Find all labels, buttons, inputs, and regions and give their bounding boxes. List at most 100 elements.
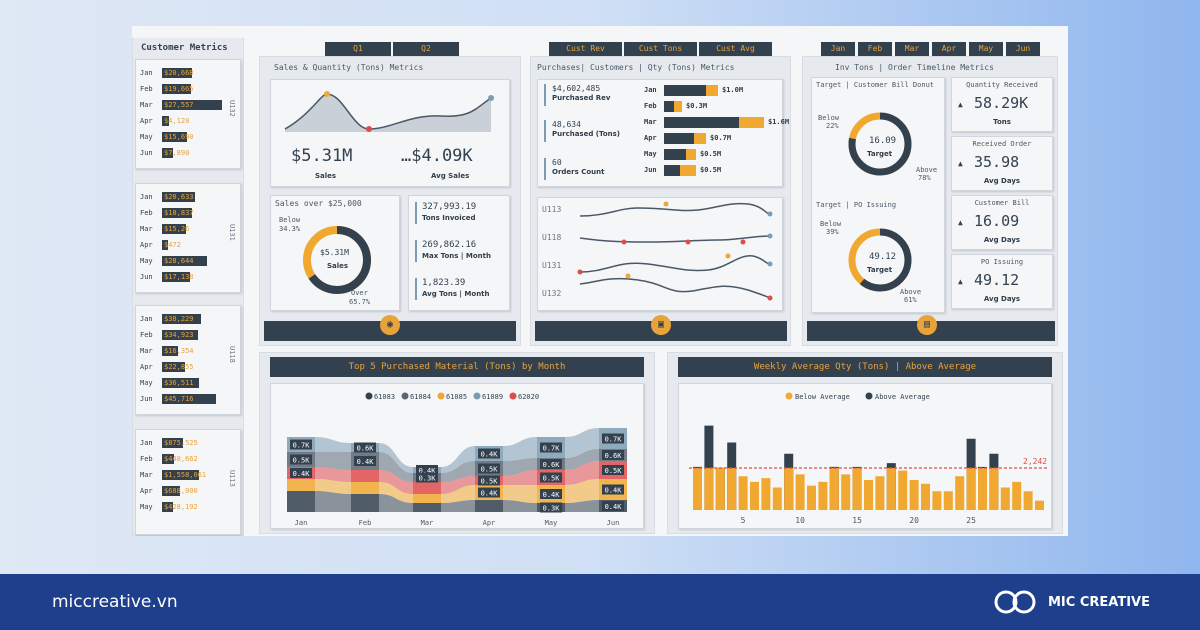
series-label-u113: U113	[542, 205, 561, 214]
weekly-bar-base	[727, 467, 737, 510]
tons-invoiced-value: 327,993.19	[422, 202, 477, 212]
stack-segment-61085	[413, 494, 441, 503]
sales-total-value: $5.31M	[291, 146, 353, 166]
data-label: 0.4K	[543, 491, 561, 499]
customer-month-label: Mar	[140, 225, 153, 233]
purchase-bar-month: Jun	[644, 166, 657, 174]
tab-jan[interactable]: Jan	[821, 42, 855, 56]
sales-donut-over-arc	[303, 226, 371, 294]
basket-icon[interactable]: ▣	[651, 315, 671, 335]
inventory-kpi-card: Customer Bill ▲ 16.09 Avg Days	[951, 195, 1053, 250]
data-label-bg	[478, 463, 500, 474]
customer-month-label: Feb	[140, 209, 153, 217]
stack-segment-61083	[287, 491, 315, 512]
customer-month-row: Jun $17,138	[140, 272, 230, 283]
po-donut-above-arc	[848, 228, 912, 292]
u118-last	[767, 233, 773, 239]
sales-trend-card: $5.31M Sales …$4.09K Avg Sales	[270, 79, 510, 187]
footer-brand: MIC CREATIVE	[1048, 595, 1150, 610]
tab-may[interactable]: May	[969, 42, 1003, 56]
ribbon-62020	[379, 470, 413, 494]
weekly-bar	[943, 491, 953, 510]
customer-month-bar: $15,690	[162, 132, 194, 142]
customer-month-bar: $20,668	[162, 68, 194, 78]
customer-month-label: Jan	[140, 69, 153, 77]
sales-over-pct: 65.7%	[349, 298, 371, 306]
weekly-bar	[1035, 500, 1044, 510]
month-tick-label: Jan	[295, 519, 308, 527]
customer-month-label: Feb	[140, 455, 153, 463]
customer-month-row: Apr $22,855	[140, 362, 230, 373]
purchase-bar-value: $1.0M	[722, 86, 744, 94]
inventory-kpi-card: Quantity Received ▲ 58.29K Tons	[951, 77, 1053, 132]
data-label-bg	[290, 454, 312, 465]
purchases-card: $4,602,485 Purchased Rev 48,634 Purchase…	[537, 79, 789, 187]
customer-month-row: Apr $472	[140, 240, 230, 251]
purchase-bar-month: Feb	[644, 102, 657, 110]
customer-month-row: Apr $4,120	[140, 116, 230, 127]
purchase-bar-value: $0.5M	[700, 166, 722, 174]
purchase-bar-month: Apr	[644, 134, 657, 142]
data-label-bg	[416, 465, 438, 475]
tab-mar[interactable]: Mar	[895, 42, 929, 56]
inventory-kpi-title: Quantity Received	[966, 81, 1038, 89]
tag-icon[interactable]: ◉	[380, 315, 400, 335]
tab-q2[interactable]: Q2	[393, 42, 459, 56]
weekly-bar	[750, 481, 759, 510]
customer-month-bar: $16,354	[162, 346, 194, 356]
customer-month-row: May $428,192	[140, 502, 230, 513]
purchase-bar-value: $0.5M	[700, 150, 722, 158]
stack-segment-61083	[413, 503, 441, 512]
data-label-bg	[478, 448, 500, 459]
weekly-bar	[898, 470, 908, 510]
trend-up-icon: ▲	[958, 100, 963, 109]
customer-month-label: May	[140, 133, 153, 141]
customer-month-bar: $15,26	[162, 224, 190, 234]
stack-segment-61085	[351, 482, 379, 494]
tab-jun[interactable]: Jun	[1006, 42, 1040, 56]
max-tons-label: Max Tons | Month	[422, 252, 491, 260]
purchase-bar-month: May	[644, 150, 657, 158]
u118-min-3	[740, 239, 746, 245]
tab-q1[interactable]: Q1	[325, 42, 391, 56]
sales-area-fill	[285, 94, 491, 132]
po-above-pct: 61%	[904, 296, 917, 304]
tab-cust-avg[interactable]: Cust Avg	[699, 42, 772, 56]
legend-below-label: Below Average	[795, 393, 850, 401]
data-label: 0.5K	[293, 457, 311, 465]
ribbon-61085	[315, 479, 351, 494]
ribbon-61084	[441, 461, 475, 482]
month-tick-label: Apr	[483, 519, 496, 527]
purchase-bar-month: Mar	[644, 118, 657, 126]
customer-month-row: Mar $15,26	[140, 224, 230, 235]
sales-max-point	[324, 91, 330, 97]
ribbon-62020	[565, 461, 599, 485]
tab-cust-rev[interactable]: Cust Rev	[549, 42, 622, 56]
data-label: 0.6K	[543, 461, 561, 469]
sales-donut-chart	[303, 226, 371, 294]
footer-url[interactable]: miccreative.vn	[52, 592, 178, 612]
sales-donut-center-value: $5.31M	[320, 248, 349, 257]
purchase-bar-month: Jan	[644, 86, 657, 94]
average-label: 2,242	[1023, 457, 1047, 466]
customer-month-row: May $36,511	[140, 378, 230, 389]
purchased-rev-label: Purchased Rev	[552, 94, 611, 102]
data-label: 0.4K	[419, 467, 437, 475]
ribbon-61084	[379, 452, 413, 482]
tab-apr[interactable]: Apr	[932, 42, 966, 56]
tab-cust-tons[interactable]: Cust Tons	[624, 42, 697, 56]
sales-over-label: Over	[351, 289, 368, 297]
sales-kpi-card: 327,993.19 Tons Invoiced 269,862.16 Max …	[408, 195, 510, 311]
customer-metrics-title: Customer Metrics	[141, 43, 228, 53]
weekly-bar-base	[978, 467, 987, 510]
customer-month-bar: $4,120	[162, 116, 190, 126]
tab-feb[interactable]: Feb	[858, 42, 892, 56]
sales-donut-center-label: Sales	[327, 262, 349, 270]
data-label-bg	[540, 459, 562, 469]
customer-month-label: Feb	[140, 331, 153, 339]
u132-max	[625, 273, 631, 279]
archive-icon[interactable]: ▤	[917, 315, 937, 335]
sales-min-point	[366, 126, 372, 132]
ribbon-62020	[503, 470, 537, 485]
ribbon-62020	[315, 467, 351, 482]
